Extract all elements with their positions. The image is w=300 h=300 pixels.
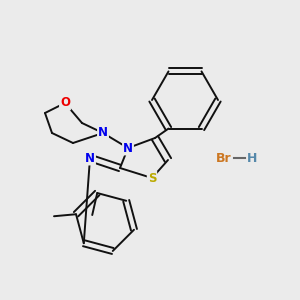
Text: S: S <box>148 172 156 184</box>
Text: N: N <box>85 152 95 164</box>
Text: N: N <box>98 127 108 140</box>
Text: H: H <box>247 152 257 164</box>
Text: Br: Br <box>216 152 232 164</box>
Text: N: N <box>123 142 133 154</box>
Text: O: O <box>60 97 70 110</box>
